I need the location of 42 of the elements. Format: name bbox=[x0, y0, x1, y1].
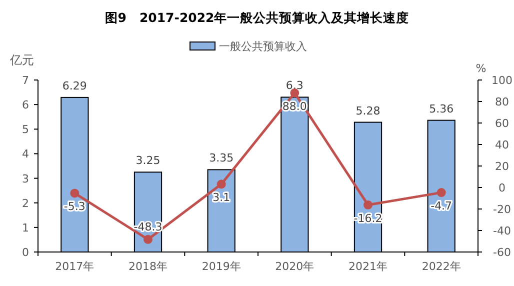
y-tick-label: 6 bbox=[22, 98, 29, 112]
x-tick-label: 2019年 bbox=[202, 260, 241, 273]
data-label: 3.1 bbox=[212, 191, 230, 204]
point bbox=[364, 200, 372, 210]
y2-tick-label: -60 bbox=[493, 246, 511, 259]
y2-tick-label: -40 bbox=[493, 224, 511, 238]
y-tick-label: 1 bbox=[22, 221, 29, 234]
data-label: 3.35 bbox=[209, 152, 234, 165]
point bbox=[70, 188, 80, 198]
x-tick-label: 2021年 bbox=[348, 260, 388, 273]
y2-tick-label: 100 bbox=[492, 74, 512, 87]
y2-axis-title: % bbox=[476, 62, 486, 75]
data-label: 3.25 bbox=[136, 154, 160, 168]
y-tick-label: 2 bbox=[22, 196, 29, 210]
y-tick-label: 4 bbox=[22, 148, 29, 161]
y2-tick-label: 80 bbox=[495, 96, 509, 108]
x-tick-label: 2022年 bbox=[422, 260, 461, 273]
x-tick-label: 2018年 bbox=[128, 260, 168, 273]
y2-tick-label: 20 bbox=[495, 160, 509, 173]
y2-tick-label: 60 bbox=[495, 117, 509, 130]
y-axis-title: 亿元 bbox=[9, 53, 34, 67]
y2-tick-label: 40 bbox=[495, 138, 509, 152]
data-label: 6.29 bbox=[62, 79, 87, 92]
chart-title: 图9 2017-2022年一般公共预算收入及其增长速度 bbox=[104, 10, 410, 25]
y2-tick-label: 0 bbox=[498, 182, 506, 194]
data-label: 5.28 bbox=[356, 104, 380, 118]
x-tick-label: 2020年 bbox=[275, 260, 314, 273]
data-label: 5.36 bbox=[429, 102, 454, 116]
data-label: -4.7 bbox=[430, 200, 452, 213]
y-tick-label: 5 bbox=[22, 123, 29, 136]
point bbox=[216, 180, 226, 189]
point bbox=[144, 234, 152, 244]
y-tick-label: 7 bbox=[22, 74, 29, 87]
legend-label: 一般公共预算收入 bbox=[219, 40, 307, 53]
data-label: -5.3 bbox=[64, 200, 86, 214]
x-tick-label: 2017年 bbox=[55, 260, 94, 273]
data-label: 6.3 bbox=[286, 79, 304, 92]
point bbox=[436, 188, 446, 198]
y2-tick-label: -20 bbox=[493, 203, 511, 216]
legend: 一般公共预算收入 bbox=[190, 40, 307, 53]
y-tick-label: 0 bbox=[22, 246, 29, 259]
y-tick-label: 3 bbox=[22, 172, 29, 186]
